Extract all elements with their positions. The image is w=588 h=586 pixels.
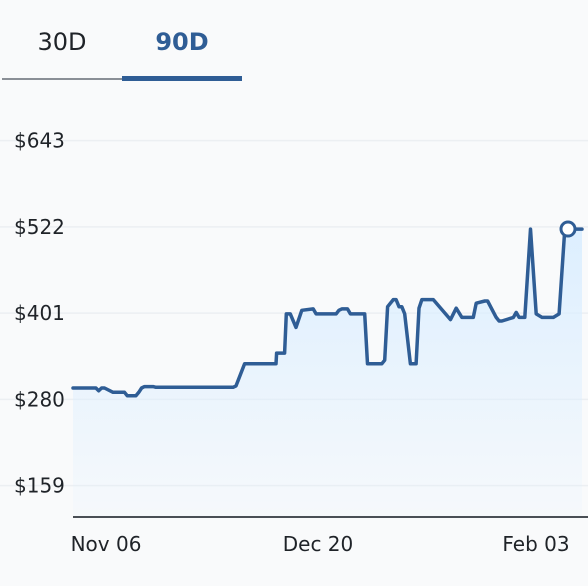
price-line (71, 227, 584, 398)
tab-30d[interactable]: 30D (37, 28, 87, 56)
latest-price-marker (559, 220, 577, 238)
range-tabs: 30D 90D (0, 0, 588, 84)
y-tick-label: $401 (14, 301, 65, 325)
x-tick-label: Dec 20 (283, 532, 354, 556)
y-tick-label: $280 (14, 387, 65, 411)
x-tick-label: Nov 06 (71, 532, 142, 556)
y-tick-label: $643 (14, 129, 65, 153)
active-tab-indicator (122, 76, 242, 81)
tab-underline (2, 78, 122, 80)
tab-90d[interactable]: 90D (155, 28, 209, 56)
y-tick-label: $159 (14, 474, 65, 498)
x-tick-label: Feb 03 (502, 532, 569, 556)
y-tick-label: $522 (14, 215, 65, 239)
price-area (73, 229, 582, 517)
